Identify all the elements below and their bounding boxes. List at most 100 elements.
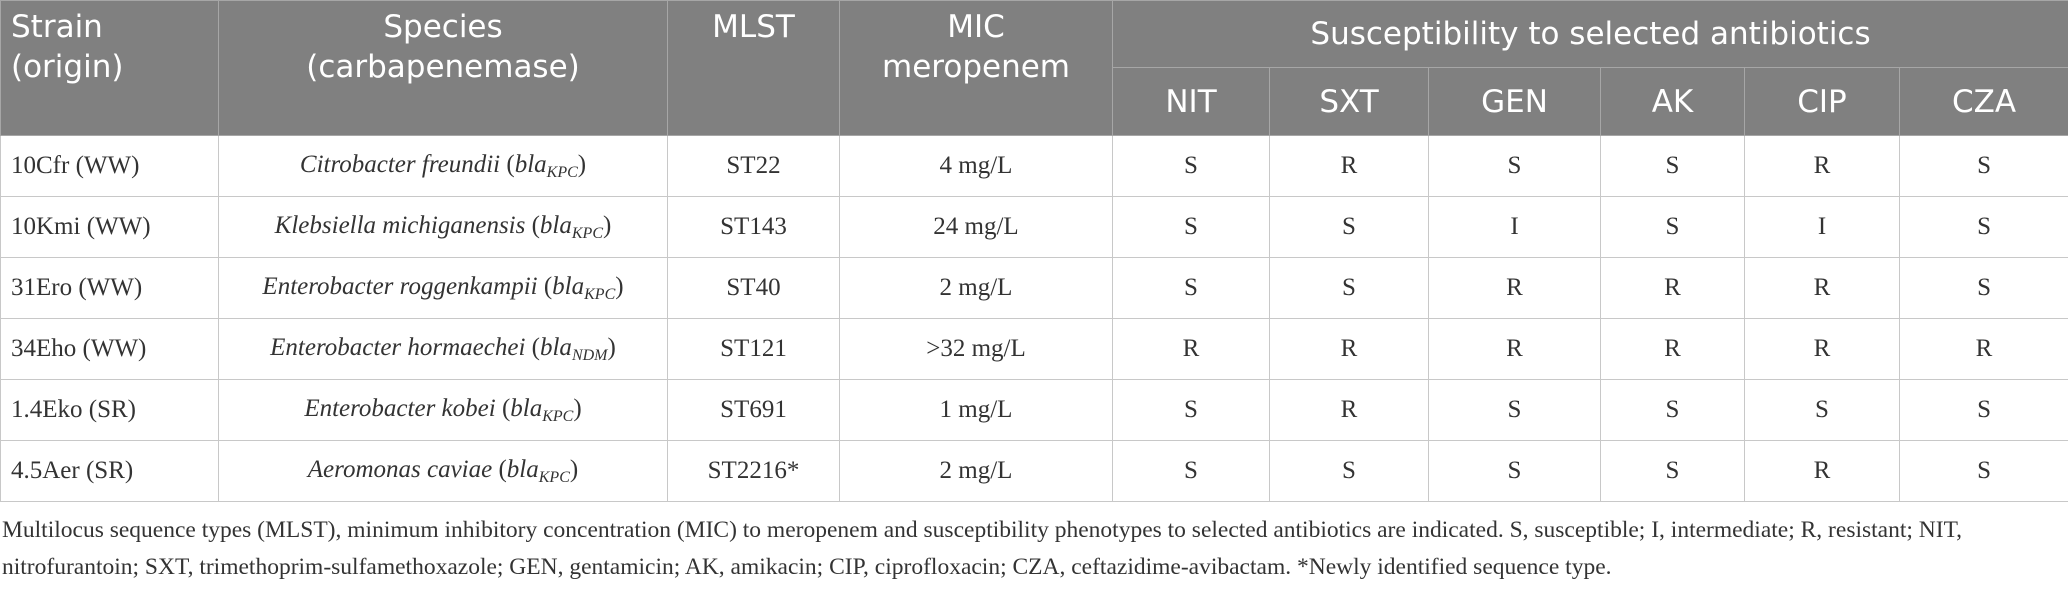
species-part: KPC [542,407,574,425]
species-part: ) [615,272,624,300]
susceptibility: S [1600,196,1745,258]
mic: 1 mg/L [839,379,1113,441]
species-part: ( [495,394,511,422]
susceptibility: S [1112,257,1270,319]
antibiotic-header: GEN [1428,67,1601,136]
mic: 2 mg/L [839,257,1113,319]
species-part: ( [500,150,515,178]
column-header: Species (carbapenemase) [218,0,668,136]
susceptibility: R [1744,318,1900,380]
table-row: 1.4Eko (SR) Enterobacter kobei (blaKPC) ST… [0,379,2068,441]
species-part: Citrobacter freundii [299,150,501,178]
mic: 24 mg/L [839,196,1113,258]
species-part: KPC [538,468,570,486]
antibiotic-header: CIP [1744,67,1900,136]
susceptibility: S [1600,135,1745,197]
species-part: KPC [571,224,603,242]
susceptibility: S [1428,440,1601,502]
header-line: (origin) [11,49,124,85]
susceptibility: R [1269,379,1429,441]
susceptibility: S [1898,135,2068,197]
mic: 4 mg/L [839,135,1113,197]
species-part: KPC [584,285,616,303]
mlst: ST22 [667,135,840,197]
species-part: ) [607,333,616,361]
column-header: Strain (origin) [0,0,219,136]
species-part: NDM [571,346,608,364]
susceptibility: S [1112,379,1270,441]
header-line: MLST [712,9,795,45]
susceptibility: S [1428,379,1601,441]
header-row: NIT SXT GEN AK CIP CZA [1,67,2068,136]
species-part: ) [569,455,579,483]
susceptibility: S [1112,440,1270,502]
header-line: (carbapenemase) [306,49,580,85]
susceptibility: R [1898,318,2068,380]
mlst: ST691 [667,379,840,441]
header-row: Strain (origin) Species (carbapenemase) MLST… [0,0,2068,136]
species-part: Enterobacter roggenkampii [262,272,538,300]
susceptibility: R [1428,257,1601,319]
strain: 10Cfr (WW) [0,135,219,197]
strain: 1.4Eko (SR) [0,379,219,441]
susceptibility: R [1744,135,1900,197]
susceptibility: R [1600,257,1745,319]
column-header: MIC meropenem [839,0,1113,136]
susceptibility: S [1898,196,2068,258]
species: Enterobacter kobei (blaKPC) [218,379,668,441]
strain: 10Kmi (WW) [0,196,219,258]
susceptibility: I [1744,196,1900,258]
mlst: ST121 [667,318,840,380]
susceptibility: R [1744,257,1900,319]
species-part: bla [510,394,543,422]
table: Strain (origin) Species (carbapenemase) MLST… [0,0,2068,502]
species-part: bla [539,211,572,239]
header-line: MIC [947,9,1005,45]
strain: 4.5Aer (SR) [0,440,219,502]
table-header: Strain (origin) Species (carbapenemase) MLST… [0,0,2068,136]
column-header: MLST [667,0,840,136]
antibiotic-header: NIT [1112,67,1270,136]
species-part: ( [525,333,540,361]
susceptibility: S [1898,440,2068,502]
species-part: bla [539,333,572,361]
susceptibility: S [1898,257,2068,319]
footnote: Multilocus sequence types (MLST), minimu… [2,517,1963,580]
species: Enterobacter hormaechei (blaNDM) [218,318,668,380]
header-line: Strain [11,9,103,45]
antibiotic-header: AK [1600,67,1745,136]
susceptibility: R [1744,440,1900,502]
table-row: 10Kmi (WW) Klebsiella michiganensis (blaK… [0,196,2068,258]
species-part: ( [492,455,507,483]
susceptibility: S [1744,379,1900,441]
mic: 2 mg/L [839,440,1113,502]
table-row: 4.5Aer (SR) Aeromonas caviae (blaKPC) ST22… [0,440,2068,502]
susceptibility: S [1269,196,1429,258]
species-part: Klebsiella michiganensis [274,211,526,239]
header-line: Species [383,9,503,45]
susceptibility: I [1428,196,1601,258]
header-line: meropenem [882,49,1070,85]
species-part: ( [537,272,553,300]
group-header: Susceptibility to selected antibiotics [1111,0,2068,68]
antibiotic-header: CZA [1898,67,2068,136]
mlst: ST2216* [667,440,840,502]
species: Citrobacter freundii (blaKPC) [218,135,668,197]
species-part: ) [603,211,612,239]
susceptibility: R [1112,318,1270,380]
antibiotic-header: SXT [1269,67,1429,136]
mlst: ST143 [667,196,840,258]
mic: >32 mg/L [839,318,1113,380]
species-part: Enterobacter hormaechei [270,333,526,361]
species-part: bla [552,272,585,300]
mlst: ST40 [667,257,840,319]
susceptibility: S [1269,257,1429,319]
species: Klebsiella michiganensis (blaKPC) [218,196,668,258]
strain: 34Eho (WW) [0,318,219,380]
susceptibility: S [1600,379,1745,441]
species-part: Aeromonas caviae [307,455,493,483]
susceptibility: S [1428,135,1601,197]
species-part: KPC [546,163,578,181]
table-row: 10Cfr (WW) Citrobacter freundii (blaKPC) S… [0,135,2068,197]
